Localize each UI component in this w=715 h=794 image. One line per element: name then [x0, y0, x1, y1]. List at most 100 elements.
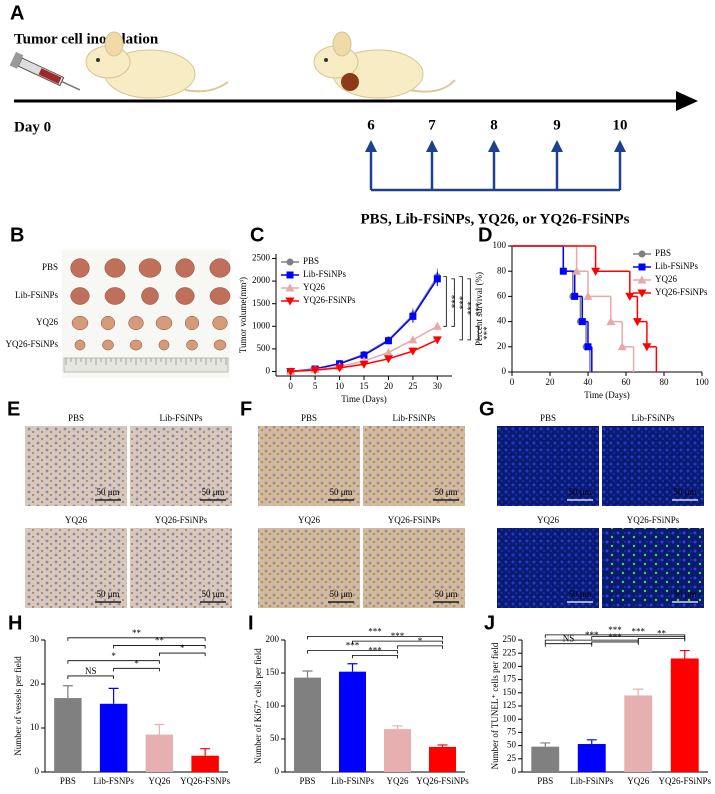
day-label: 8: [490, 117, 498, 133]
marker: [578, 318, 586, 326]
x-axis-label: Time (Days): [341, 394, 386, 404]
panel-label: H: [8, 612, 22, 634]
x-tick-label: PBS: [537, 776, 553, 786]
significance-bracket: [158, 652, 206, 657]
bar: [429, 746, 456, 772]
error-bar: [586, 739, 597, 745]
significance-label: **: [132, 628, 142, 638]
significance-bracket: [475, 325, 479, 341]
tumor: [128, 315, 144, 331]
image-caption: YQ26-FSiNPs: [627, 515, 680, 525]
tumor: [213, 339, 227, 351]
row-label: PBS: [42, 262, 58, 272]
image-caption: Lib-FSiNPs: [392, 413, 436, 423]
micrograph-texture: [602, 426, 704, 506]
significance-bracket: [591, 641, 639, 645]
tumor: [175, 258, 195, 278]
legend-label: PBS: [303, 256, 319, 266]
legend-label: YQ26-FSiNPs: [655, 287, 708, 297]
marker: [625, 292, 635, 301]
x-tick-label: 20: [546, 377, 556, 387]
significance-bracket: [544, 643, 593, 647]
error-bar: [540, 742, 551, 747]
marker: [286, 367, 296, 376]
tumor: [102, 339, 114, 351]
x-tick-label: Lib-FSiNPs: [570, 776, 614, 786]
panel-label: J: [484, 612, 495, 634]
y-tick-label: 75: [507, 726, 517, 736]
significance-label: ***: [346, 641, 360, 651]
syringe: [9, 51, 81, 91]
row-label: YQ26-FSiNPs: [5, 339, 58, 349]
significance-bracket: [113, 667, 160, 672]
micrograph-texture: [497, 528, 599, 608]
x-tick-label: 5: [313, 381, 318, 391]
legend-label: Lib-FSiNPs: [303, 269, 347, 279]
y-tick-label: 0: [502, 366, 507, 376]
dose-arrowhead: [488, 140, 500, 152]
significance-bracket: [307, 635, 443, 640]
day-label: 6: [367, 117, 375, 133]
y-tick-label: 20: [497, 341, 507, 351]
significance-bracket: [467, 278, 471, 341]
image-caption: YQ26: [537, 515, 559, 525]
image-caption: YQ26-FSiNPs: [388, 515, 441, 525]
legend-label: PBS: [655, 248, 671, 258]
significance-label: **: [155, 636, 165, 646]
y-tick-label: 100: [503, 713, 517, 723]
x-tick-label: YQ26: [627, 776, 649, 786]
scale-bar-label: 50 μm: [434, 487, 457, 497]
y-tick-label: 0: [512, 766, 517, 776]
y-tick-label: 0: [266, 366, 271, 376]
legend-label: YQ26: [303, 282, 325, 292]
image-caption: Lib-FSiNPs: [631, 413, 675, 423]
scale-bar-label: 50 μm: [96, 589, 119, 599]
x-tick-label: 40: [584, 377, 594, 387]
micrograph-texture: [130, 426, 232, 506]
significance-label: NS: [563, 634, 575, 644]
x-tick-label: 80: [660, 377, 670, 387]
day-zero: Day 0: [14, 119, 51, 135]
y-tick-label: 40: [497, 316, 507, 326]
bar: [99, 703, 128, 772]
significance-label: **: [657, 628, 667, 638]
y-tick-label: 1000: [252, 320, 271, 330]
significance-bracket: [544, 639, 639, 644]
significance-bracket: [307, 650, 398, 654]
marker: [642, 343, 652, 352]
x-tick-label: 100: [695, 377, 709, 387]
tumor: [184, 315, 200, 331]
significance-label: *: [134, 658, 139, 668]
x-tick-label: YQ26: [148, 776, 170, 786]
y-tick-label: 60: [497, 290, 507, 300]
error-bar: [437, 744, 448, 747]
marker: [408, 335, 418, 344]
significance-bracket: [591, 636, 686, 640]
x-tick-label: YQ26: [387, 776, 409, 786]
scale-bar-label: 50 μm: [329, 589, 352, 599]
marker: [584, 343, 592, 351]
tumor: [100, 315, 116, 331]
panel-label: B: [10, 224, 24, 246]
y-axis-label: Number of vessels per field: [13, 656, 23, 756]
significance-label: ***: [454, 296, 464, 310]
legend-marker: [286, 271, 294, 279]
y-tick-label: 250: [503, 634, 517, 644]
significance-bracket: [67, 660, 160, 664]
image-caption: YQ26: [65, 515, 87, 525]
arrowhead: [676, 91, 698, 111]
scale-bar-label: 50 μm: [96, 487, 119, 497]
day-label: 7: [428, 117, 436, 133]
significance-bracket: [459, 276, 463, 341]
error-bar: [108, 687, 119, 704]
y-tick-label: 175: [503, 674, 517, 684]
x-tick-label: 0: [510, 377, 515, 387]
error-bar: [347, 663, 358, 672]
tumor: [155, 315, 173, 331]
x-tick-label: PBS: [60, 776, 76, 786]
marker: [383, 355, 393, 364]
micrograph-texture: [130, 528, 232, 608]
significance-label: ***: [470, 303, 480, 317]
legend-marker: [285, 297, 295, 306]
y-tick-label: 10: [30, 722, 40, 732]
